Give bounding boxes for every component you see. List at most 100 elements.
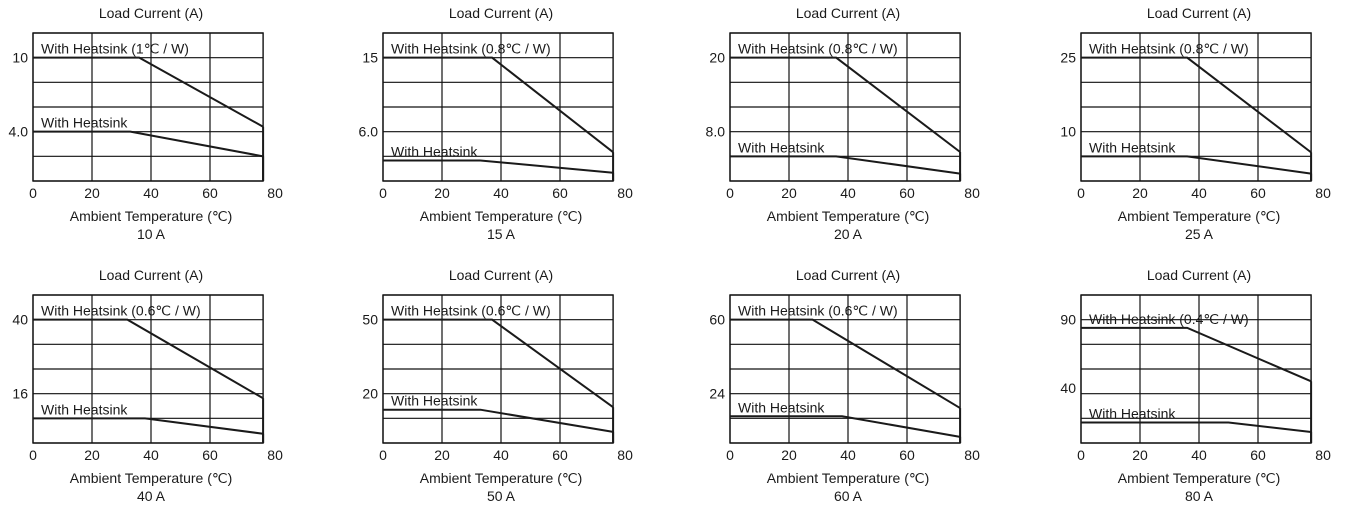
series-line-heatsink-rated — [383, 56, 614, 154]
series-label: With Heatsink — [738, 139, 825, 155]
y-tick-label: 20 — [362, 386, 378, 402]
x-tick-label: 80 — [964, 447, 980, 463]
x-tick-label: 60 — [1250, 185, 1266, 201]
chart-caption: 25 A — [1184, 226, 1214, 242]
series-label: With Heatsink (0.4℃ / W) — [1089, 311, 1249, 327]
plot-frame — [32, 32, 264, 182]
chart-plot: With Heatsink (1℃ / W) With Heatsink 10 4.0… — [9, 32, 283, 201]
series-label: With Heatsink — [41, 401, 128, 417]
y-axis-label: Load Current (A) — [1146, 5, 1252, 21]
y-tick-label: 16 — [12, 386, 28, 402]
y-tick-label: 20 — [709, 50, 725, 66]
x-tick-label: 40 — [493, 185, 509, 201]
x-axis-label: Ambient Temperature (℃) — [69, 470, 233, 486]
x-tick-label: 20 — [434, 447, 450, 463]
series-label: With Heatsink (0.8℃ / W) — [1089, 41, 1249, 57]
plot-frame — [32, 294, 264, 444]
x-axis-label: Ambient Temperature (℃) — [1117, 208, 1281, 224]
y-tick-label: 10 — [1060, 124, 1076, 140]
y-tick-label: 60 — [709, 312, 725, 328]
series-line-heatsink — [1081, 155, 1312, 175]
chart-plot: With Heatsink (0.4℃ / W) With Heatsink 90 4… — [1060, 294, 1331, 463]
chart-plot: With Heatsink (0.6℃ / W) With Heatsink 40 1… — [12, 294, 283, 463]
x-tick-label: 40 — [840, 185, 856, 201]
chart-panel: Load Current (A) With Heatsink (0.6℃ / W)… — [697, 262, 1037, 512]
x-tick-label: 60 — [1250, 447, 1266, 463]
x-tick-label: 0 — [726, 185, 734, 201]
y-axis-label: Load Current (A) — [448, 267, 554, 283]
series-line-heatsink-rated — [33, 56, 264, 128]
x-tick-label: 20 — [1132, 447, 1148, 463]
x-tick-label: 60 — [899, 185, 915, 201]
chart-panel: Load Current (A) With Heatsink (0.8℃ / W)… — [1048, 0, 1349, 250]
y-tick-label: 6.0 — [359, 124, 379, 140]
y-axis-label: Load Current (A) — [1146, 267, 1252, 283]
chart-caption: 80 A — [1184, 488, 1214, 504]
y-axis-label: Load Current (A) — [98, 5, 204, 21]
series-line-heatsink-rated — [730, 318, 961, 409]
y-tick-label: 24 — [709, 386, 725, 402]
series-line-heatsink — [730, 155, 961, 175]
plot-frame — [1080, 294, 1312, 444]
plot-frame — [382, 32, 614, 182]
chart-panel: Load Current (A) With Heatsink (0.6℃ / W)… — [0, 262, 340, 512]
x-tick-label: 40 — [143, 447, 159, 463]
x-axis-label: Ambient Temperature (℃) — [419, 470, 583, 486]
y-axis-label: Load Current (A) — [448, 5, 554, 21]
chart-caption: 15 A — [486, 226, 516, 242]
y-tick-label: 40 — [1060, 380, 1076, 396]
series-line-heatsink — [730, 415, 961, 438]
plot-frame — [1080, 32, 1312, 182]
x-tick-label: 0 — [1077, 447, 1085, 463]
chart-panel: Load Current (A) With Heatsink (0.8℃ / W)… — [697, 0, 1037, 250]
y-tick-label: 25 — [1060, 50, 1076, 66]
y-tick-label: 4.0 — [9, 124, 29, 140]
x-tick-label: 0 — [29, 185, 37, 201]
x-tick-label: 80 — [617, 185, 633, 201]
x-axis-label: Ambient Temperature (℃) — [766, 208, 930, 224]
series-label: With Heatsink — [1089, 405, 1176, 421]
x-axis-label: Ambient Temperature (℃) — [1117, 470, 1281, 486]
chart-caption: 40 A — [136, 488, 166, 504]
series-line-heatsink — [383, 159, 614, 174]
x-tick-label: 20 — [434, 185, 450, 201]
x-tick-label: 60 — [899, 447, 915, 463]
x-tick-label: 40 — [143, 185, 159, 201]
x-tick-label: 0 — [29, 447, 37, 463]
y-axis-label: Load Current (A) — [795, 267, 901, 283]
series-line-heatsink-rated — [1081, 56, 1312, 154]
series-label: With Heatsink — [1089, 139, 1176, 155]
series-label: With Heatsink — [41, 115, 128, 131]
series-line-heatsink — [1081, 421, 1312, 434]
series-label: With Heatsink (0.6℃ / W) — [391, 303, 551, 319]
y-tick-label: 50 — [362, 312, 378, 328]
chart-caption: 50 A — [486, 488, 516, 504]
x-tick-label: 0 — [726, 447, 734, 463]
plot-frame — [729, 32, 961, 182]
series-label: With Heatsink (0.6℃ / W) — [738, 303, 898, 319]
x-tick-label: 20 — [781, 185, 797, 201]
x-tick-label: 60 — [552, 185, 568, 201]
chart-panel: Load Current (A) With Heatsink (0.4℃ / W)… — [1048, 262, 1349, 512]
x-tick-label: 20 — [84, 447, 100, 463]
x-tick-label: 80 — [1315, 447, 1331, 463]
x-tick-label: 0 — [379, 447, 387, 463]
x-axis-label: Ambient Temperature (℃) — [69, 208, 233, 224]
x-tick-label: 60 — [552, 447, 568, 463]
x-axis-label: Ambient Temperature (℃) — [766, 470, 930, 486]
series-label: With Heatsink (0.8℃ / W) — [738, 41, 898, 57]
plot-frame — [729, 294, 961, 444]
x-tick-label: 40 — [493, 447, 509, 463]
x-tick-label: 40 — [840, 447, 856, 463]
chart-plot: With Heatsink (0.8℃ / W) With Heatsink 20 8… — [706, 32, 980, 201]
y-axis-label: Load Current (A) — [795, 5, 901, 21]
series-line-heatsink-rated — [383, 318, 614, 409]
chart-panel: Load Current (A) With Heatsink (1℃ / W) Wi… — [0, 0, 340, 250]
x-tick-label: 40 — [1191, 447, 1207, 463]
chart-plot: With Heatsink (0.6℃ / W) With Heatsink 50 2… — [362, 294, 633, 463]
y-tick-label: 10 — [12, 50, 28, 66]
plot-frame — [382, 294, 614, 444]
x-tick-label: 40 — [1191, 185, 1207, 201]
series-label: With Heatsink — [391, 393, 478, 409]
